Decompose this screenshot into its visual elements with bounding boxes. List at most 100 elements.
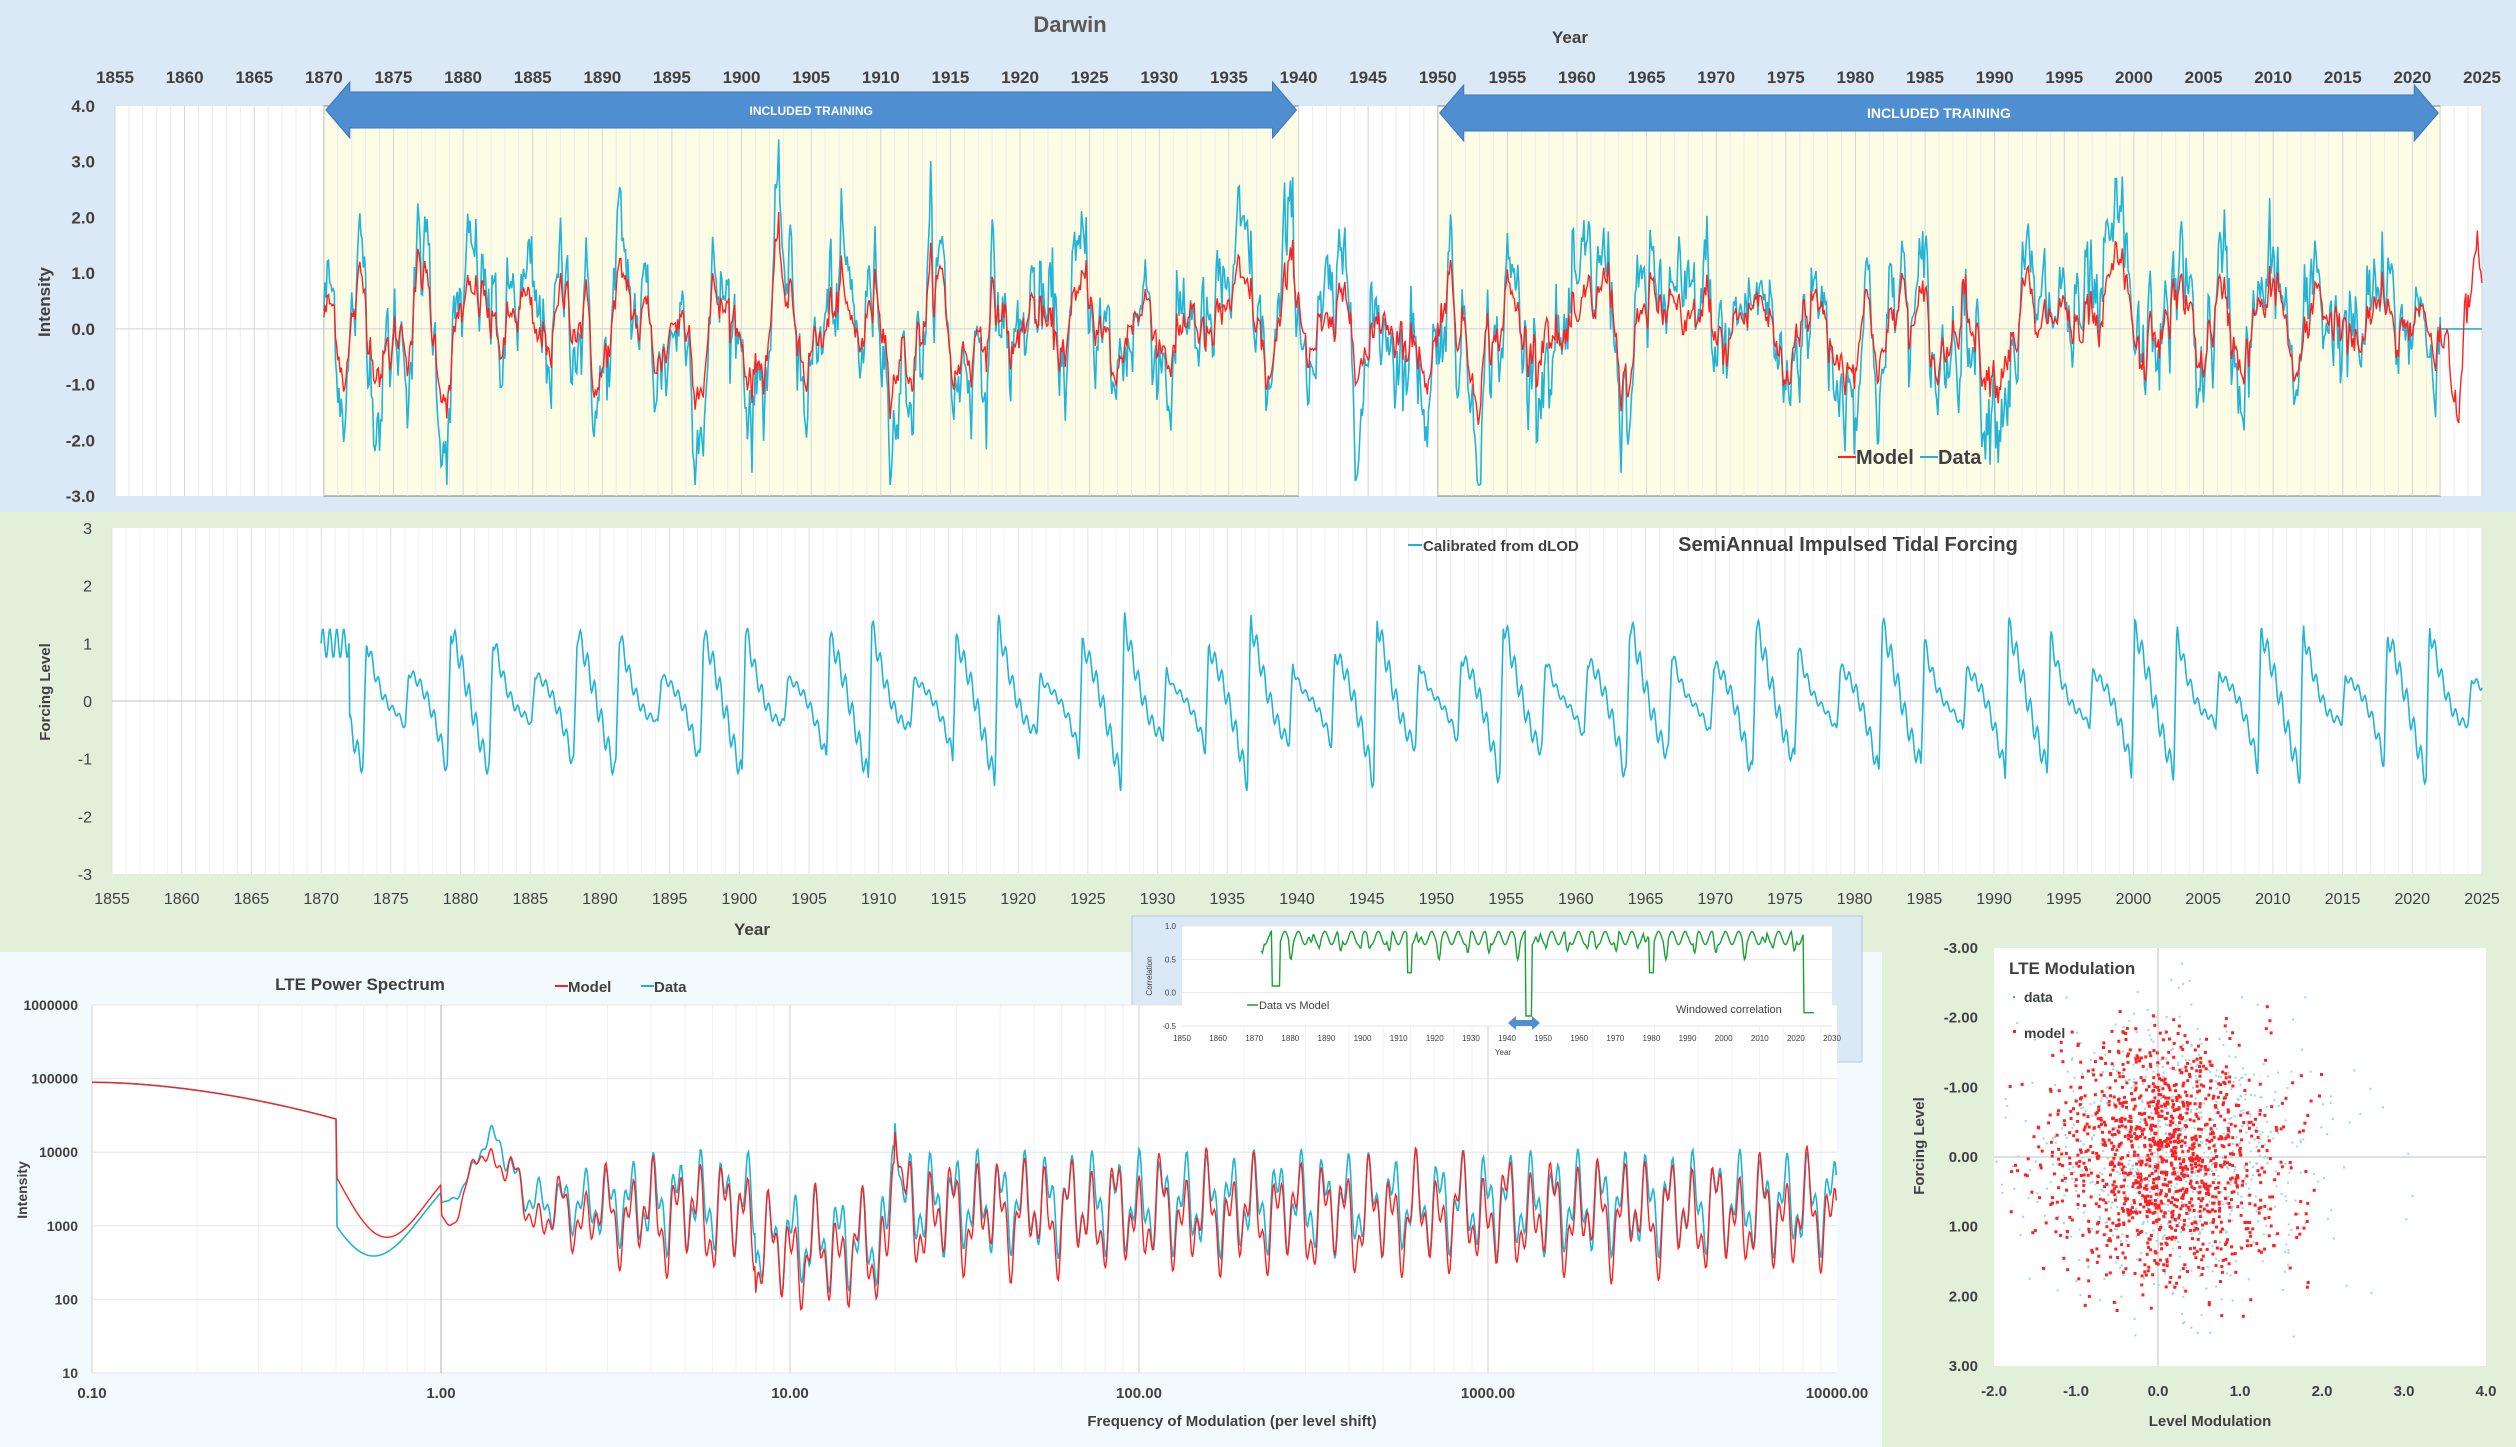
modulation-point-model (2249, 1120, 2253, 1124)
modulation-point-model (2123, 1117, 2127, 1121)
forcing-x-tick: 2015 (2325, 891, 2361, 908)
modulation-point-model (2228, 1205, 2232, 1209)
modulation-point-model (2112, 1300, 2116, 1304)
modulation-point-model (2151, 1139, 2155, 1143)
modulation-point-model (2107, 1138, 2111, 1142)
modulation-point-data (2164, 1272, 2166, 1275)
modulation-point-model (2153, 1131, 2157, 1135)
spectrum-y-tick: 1000000 (23, 997, 78, 1013)
modulation-point-data (2284, 1119, 2287, 1122)
modulation-point-model (2096, 1180, 2100, 1184)
modulation-point-model (2130, 1098, 2134, 1102)
modulation-point-model (2123, 1196, 2127, 1200)
modulation-point-data (2119, 1240, 2122, 1243)
modulation-point-model (2175, 1281, 2179, 1285)
modulation-point-model (2159, 1242, 2163, 1246)
modulation-point-model (2099, 1122, 2103, 1126)
modulation-point-data (2028, 1277, 2031, 1280)
modulation-point-data (2036, 1200, 2039, 1203)
modulation-point-data (2042, 1137, 2045, 1140)
modulation-point-data (2264, 1155, 2267, 1158)
modulation-point-model (2157, 1217, 2161, 1221)
modulation-point-model (2172, 1132, 2176, 1136)
modulation-point-model (2206, 1191, 2210, 1195)
modulation-point-data (2160, 1148, 2163, 1150)
darwin-y-tick: 2.0 (71, 208, 95, 227)
modulation-point-model (2186, 1103, 2190, 1107)
modulation-point-model (2075, 1161, 2079, 1165)
modulation-point-model (2279, 1160, 2283, 1164)
modulation-point-model (2072, 1107, 2075, 1111)
modulation-point-model (2230, 1190, 2234, 1194)
modulation-point-model (2174, 1236, 2178, 1240)
modulation-point-data (2233, 1170, 2236, 1173)
modulation-point-data (2071, 1057, 2074, 1060)
modulation-point-model (2160, 1109, 2164, 1113)
modulation-point-model (2124, 1038, 2128, 1041)
modulation-point-model (2138, 1210, 2142, 1214)
modulation-point-model (2110, 1190, 2114, 1194)
modulation-point-model (2133, 1097, 2137, 1101)
modulation-point-model (2068, 1162, 2072, 1165)
modulation-point-data (2065, 1136, 2068, 1139)
modulation-point-data (2087, 1266, 2090, 1269)
modulation-point-model (2026, 1157, 2030, 1161)
modulation-point-model (2178, 1068, 2182, 1072)
modulation-point-model (2144, 1121, 2148, 1125)
modulation-point-model (2157, 1205, 2160, 1209)
modulation-point-model (2111, 1147, 2114, 1151)
modulation-point-data (2115, 1261, 2118, 1264)
modulation-point-model (2152, 1136, 2155, 1140)
modulation-point-data (2267, 1075, 2269, 1078)
modulation-point-data (2257, 1220, 2260, 1223)
modulation-point-model (2181, 1048, 2185, 1051)
darwin-series-data (323, 139, 2482, 486)
modulation-point-data (2175, 1167, 2178, 1169)
modulation-point-model (2112, 1180, 2116, 1184)
modulation-point-model (2219, 1230, 2223, 1234)
modulation-point-model (2161, 1183, 2165, 1187)
modulation-point-data (2243, 1177, 2246, 1180)
modulation-point-model (2123, 1178, 2126, 1182)
forcing-x-tick: 1950 (1419, 891, 1455, 908)
modulation-point-data (2196, 1175, 2199, 1178)
modulation-point-model (2132, 1182, 2136, 1185)
modulation-point-model (2181, 1196, 2185, 1200)
modulation-point-data (2225, 1189, 2228, 1192)
modulation-point-data (2130, 1203, 2133, 1206)
modulation-point-model (2121, 1104, 2125, 1108)
modulation-point-data (2249, 1115, 2252, 1118)
modulation-point-model (2199, 1056, 2203, 1060)
modulation-point-model (2092, 1073, 2096, 1077)
modulation-point-model (2122, 1101, 2126, 1104)
modulation-point-model (2070, 1218, 2074, 1222)
modulation-point-model (2052, 1172, 2056, 1176)
modulation-point-data (2174, 1239, 2177, 1242)
modulation-point-model (2103, 1185, 2106, 1189)
modulation-point-model (2140, 1112, 2144, 1116)
forcing-x-tick: 1995 (2046, 891, 2082, 908)
modulation-point-data (2132, 1063, 2135, 1066)
modulation-point-model (2081, 1233, 2085, 1237)
modulation-point-model (2196, 1090, 2200, 1094)
modulation-point-data (2068, 1168, 2071, 1171)
modulation-point-data (2263, 1233, 2265, 1236)
modulation-point-data (2266, 1208, 2269, 1211)
modulation-point-model (2268, 1157, 2272, 1161)
modulation-point-data (2274, 1205, 2277, 1208)
modulation-point-model (2129, 1135, 2133, 1139)
modulation-point-data (2240, 1095, 2243, 1098)
modulation-point-model (2227, 1129, 2231, 1133)
modulation-point-data (2302, 1138, 2305, 1141)
modulation-point-data (2198, 1202, 2201, 1205)
modulation-point-data (2064, 1181, 2067, 1184)
modulation-point-model (2157, 1147, 2161, 1151)
modulation-point-data (2075, 1280, 2078, 1283)
modulation-point-model (2023, 1173, 2027, 1177)
modulation-x-tick: -1.0 (2063, 1383, 2089, 1400)
modulation-point-data (2195, 1065, 2198, 1068)
modulation-point-model (2179, 1207, 2183, 1211)
modulation-point-data (2200, 1213, 2203, 1216)
modulation-point-model (2108, 1050, 2112, 1053)
